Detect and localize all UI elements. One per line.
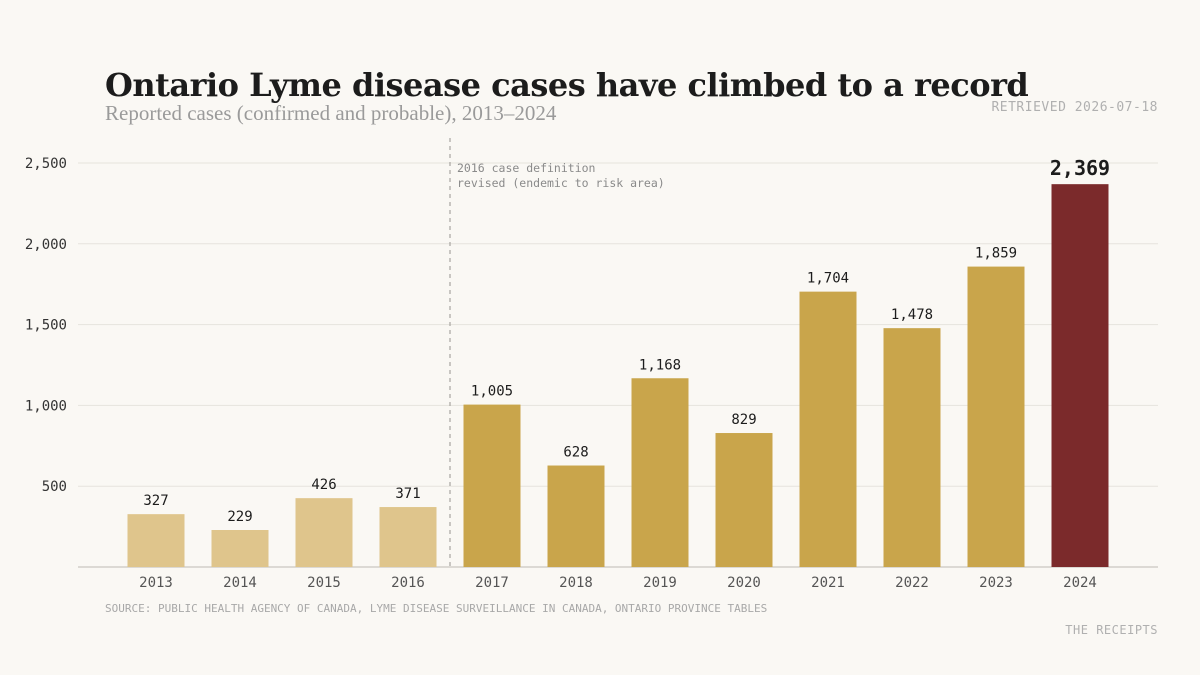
x-tick-label-2016: 2016 [391,575,425,591]
bar-2022 [883,328,941,567]
chart-title: Ontario Lyme disease cases have climbed … [105,66,1029,104]
value-label-2023: 1,859 [975,246,1017,262]
bar-2013 [127,514,185,567]
bar-2019 [631,378,689,567]
bar-2020 [715,433,773,567]
value-label-2017: 1,005 [471,384,513,400]
y-tick-label: 1,000 [25,398,67,414]
brand-label: THE RECEIPTS [1065,623,1158,637]
y-tick-label: 2,500 [25,156,67,172]
bar-2018 [547,465,605,567]
value-label-2013: 327 [143,493,168,509]
y-tick-label: 2,000 [25,237,67,253]
bar-2024 [1051,184,1109,567]
y-axis-ticks: 500 1,000 1,500 2,000 2,500 [25,156,67,495]
x-tick-label-2014: 2014 [223,575,257,591]
source-note: SOURCE: PUBLIC HEALTH AGENCY OF CANADA, … [105,602,768,615]
value-labels: 327 229 426 371 1,005 628 1,168 829 1,704 1,478 1,… [143,156,1110,525]
x-tick-label-2019: 2019 [643,575,677,591]
value-label-2014: 229 [227,509,252,525]
bar-2015 [295,498,353,567]
bar-2023 [967,266,1025,567]
value-label-2018: 628 [563,445,588,461]
x-tick-label-2017: 2017 [475,575,509,591]
annotation-text: 2016 case definition [457,161,595,175]
x-tick-label-2021: 2021 [811,575,845,591]
x-tick-label-2013: 2013 [139,575,173,591]
bars [127,184,1109,567]
value-label-2020: 829 [731,412,756,428]
annotation-text: revised (endemic to risk area) [457,176,665,190]
value-label-2022: 1,478 [891,307,933,323]
bar-2016 [379,507,437,567]
chart-subtitle: Reported cases (confirmed and probable),… [105,101,557,125]
x-tick-label-2015: 2015 [307,575,341,591]
value-label-2015: 426 [311,477,336,493]
x-tick-label-2024: 2024 [1063,575,1097,591]
x-axis-labels: 2013 2014 2015 2016 2017 2018 2019 2020 2021 2022… [139,575,1097,591]
value-label-2016: 371 [395,486,420,502]
bar-2014 [211,529,269,567]
bar-2017 [463,404,521,567]
y-tick-label: 500 [42,479,67,495]
retrieved-date: RETRIEVED 2026-07-18 [991,100,1158,115]
value-label-2024: 2,369 [1050,156,1110,180]
value-label-2019: 1,168 [639,357,681,373]
x-tick-label-2022: 2022 [895,575,929,591]
value-label-2021: 1,704 [807,271,849,287]
x-tick-label-2020: 2020 [727,575,761,591]
x-tick-label-2023: 2023 [979,575,1013,591]
x-tick-label-2018: 2018 [559,575,593,591]
y-tick-label: 1,500 [25,318,67,334]
bar-2021 [799,291,857,567]
